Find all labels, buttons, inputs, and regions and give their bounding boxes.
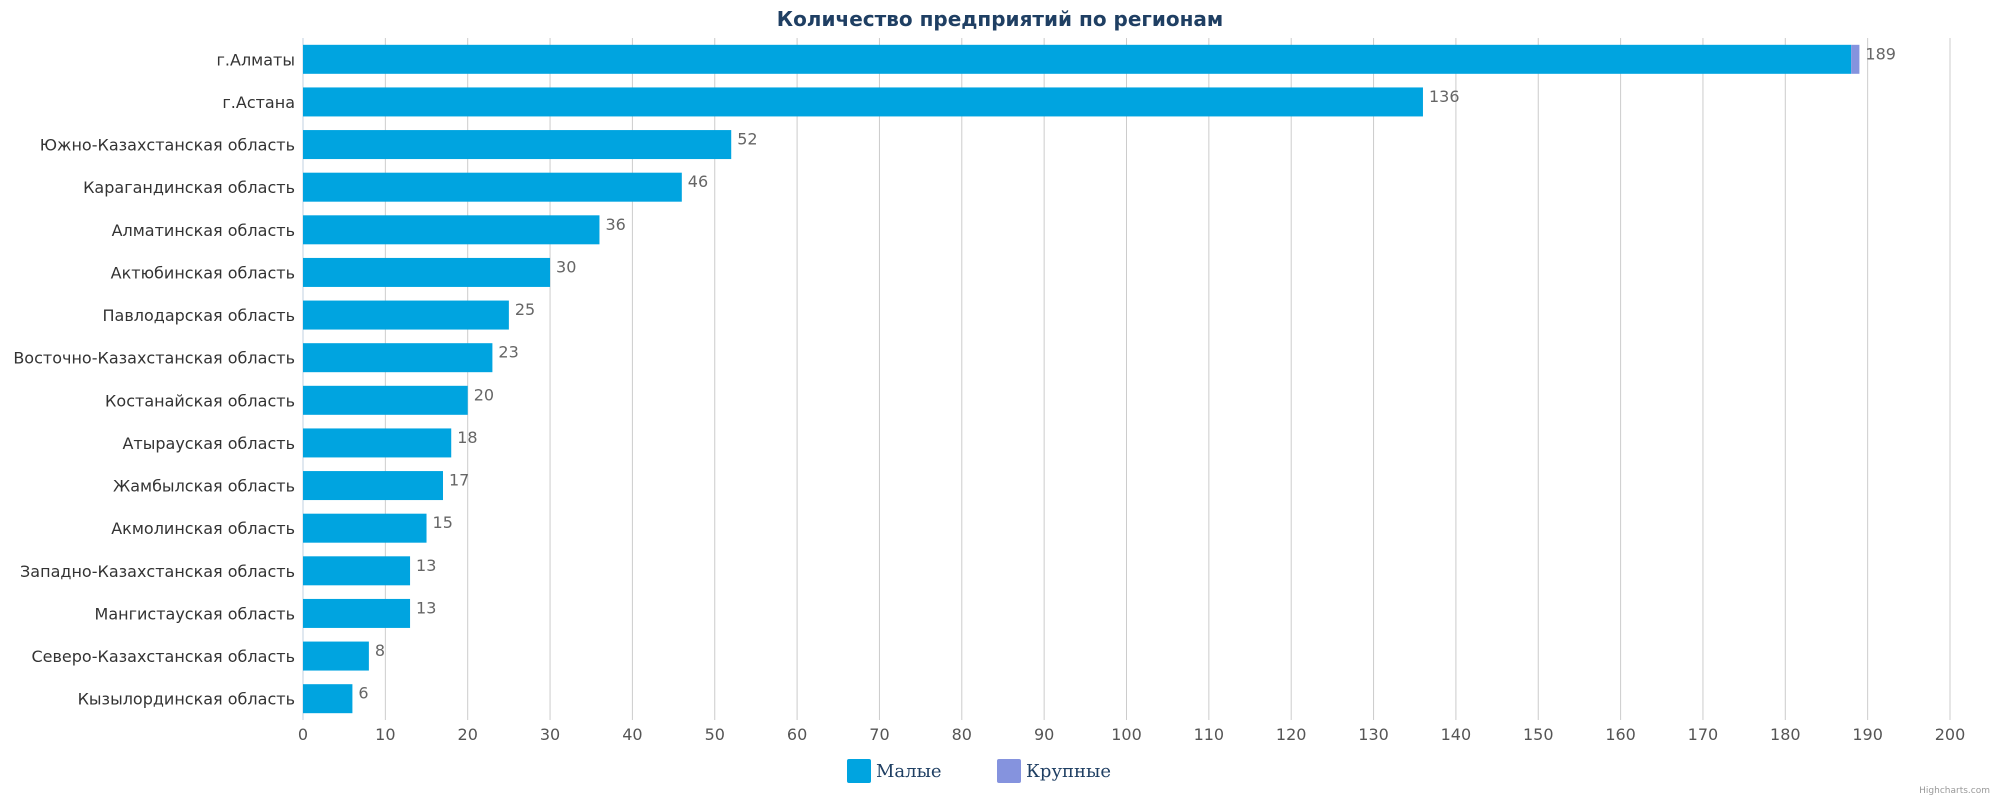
bar-small[interactable]: [303, 598, 411, 628]
bar-large[interactable]: [1851, 44, 1860, 74]
x-tick-label: 200: [1935, 725, 1966, 744]
credits-link[interactable]: Highcharts.com: [1919, 786, 1990, 796]
category-label: Карагандинская область: [83, 178, 295, 197]
category-label: Атырауская область: [122, 434, 295, 453]
data-label: 189: [1865, 44, 1896, 63]
x-tick-label: 40: [622, 725, 642, 744]
data-label: 13: [416, 556, 436, 575]
data-label: 30: [556, 257, 576, 276]
data-label: 17: [449, 471, 469, 490]
category-label: Кызылординская область: [78, 690, 295, 709]
x-tick-label: 190: [1852, 725, 1883, 744]
x-tick-label: 70: [869, 725, 889, 744]
bar-small[interactable]: [303, 641, 369, 671]
data-label: 18: [457, 428, 477, 447]
bar-small[interactable]: [303, 87, 1423, 117]
data-label: 25: [515, 300, 535, 319]
x-tick-label: 170: [1688, 725, 1719, 744]
x-axis-ticks: 0 10 20 30 40 50 60 70 80 90 100 110 120 130 140 150 160…: [298, 725, 1965, 744]
legend-swatch[interactable]: [997, 759, 1021, 783]
chart-title: Количество предприятий по регионам: [777, 7, 1224, 31]
category-label: Восточно-Казахстанская область: [13, 349, 295, 368]
x-tick-label: 130: [1358, 725, 1389, 744]
bar-small[interactable]: [303, 343, 493, 373]
category-label: Павлодарская область: [102, 306, 295, 325]
bar-series[interactable]: [303, 44, 1860, 714]
bar-small[interactable]: [303, 257, 551, 287]
data-label: 136: [1429, 87, 1460, 106]
x-tick-label: 20: [458, 725, 478, 744]
category-label: г.Алматы: [217, 50, 296, 69]
data-label: 52: [737, 130, 757, 149]
legend-item-label[interactable]: Малые: [876, 761, 942, 782]
data-label: 6: [358, 684, 368, 703]
category-label: Костанайская область: [105, 391, 295, 410]
x-tick-label: 80: [952, 725, 972, 744]
bar-small[interactable]: [303, 684, 353, 714]
bar-small[interactable]: [303, 513, 427, 543]
category-label: Алматинская область: [112, 221, 295, 240]
data-label: 15: [433, 513, 453, 532]
legend[interactable]: Малые Крупные: [847, 759, 1111, 783]
x-tick-label: 30: [540, 725, 560, 744]
legend-item-label[interactable]: Крупные: [1026, 761, 1111, 782]
category-label: Мангистауская область: [95, 604, 295, 623]
category-label: Западно-Казахстанская область: [20, 562, 295, 581]
data-label: 20: [474, 385, 494, 404]
x-tick-label: 110: [1194, 725, 1225, 744]
category-label: Акмолинская область: [111, 519, 295, 538]
data-label: 13: [416, 598, 436, 617]
x-tick-label: 140: [1441, 725, 1472, 744]
category-label: г.Астана: [222, 93, 295, 112]
bar-small[interactable]: [303, 44, 1852, 74]
x-tick-label: 0: [298, 725, 308, 744]
x-tick-label: 160: [1605, 725, 1636, 744]
x-tick-label: 10: [375, 725, 395, 744]
data-label: 36: [605, 215, 625, 234]
bar-small[interactable]: [303, 385, 468, 415]
bar-small[interactable]: [303, 556, 411, 586]
category-label: Жамбылская область: [113, 477, 295, 496]
data-labels: 189 136 52 46 36 30 25 23 20 18 17 15 13 13 8 6: [358, 44, 1896, 702]
bar-small[interactable]: [303, 428, 452, 458]
data-label: 8: [375, 641, 385, 660]
bar-small[interactable]: [303, 215, 600, 245]
x-tick-label: 90: [1034, 725, 1054, 744]
data-label: 23: [498, 343, 518, 362]
data-label: 46: [688, 172, 708, 191]
category-label: Северо-Казахстанская область: [31, 647, 295, 666]
x-tick-label: 60: [787, 725, 807, 744]
x-tick-label: 120: [1276, 725, 1307, 744]
category-label: Южно-Казахстанская область: [40, 136, 295, 155]
bar-small[interactable]: [303, 471, 443, 501]
x-tick-label: 100: [1111, 725, 1142, 744]
x-tick-label: 50: [705, 725, 725, 744]
x-tick-label: 150: [1523, 725, 1554, 744]
bar-small[interactable]: [303, 172, 682, 202]
legend-swatch[interactable]: [847, 759, 871, 783]
x-tick-label: 180: [1770, 725, 1801, 744]
bar-small[interactable]: [303, 300, 509, 330]
category-labels: г.Алматы г.Астана Южно-Казахстанская облас…: [13, 50, 295, 708]
bar-small[interactable]: [303, 130, 732, 160]
category-label: Актюбинская область: [111, 263, 295, 282]
